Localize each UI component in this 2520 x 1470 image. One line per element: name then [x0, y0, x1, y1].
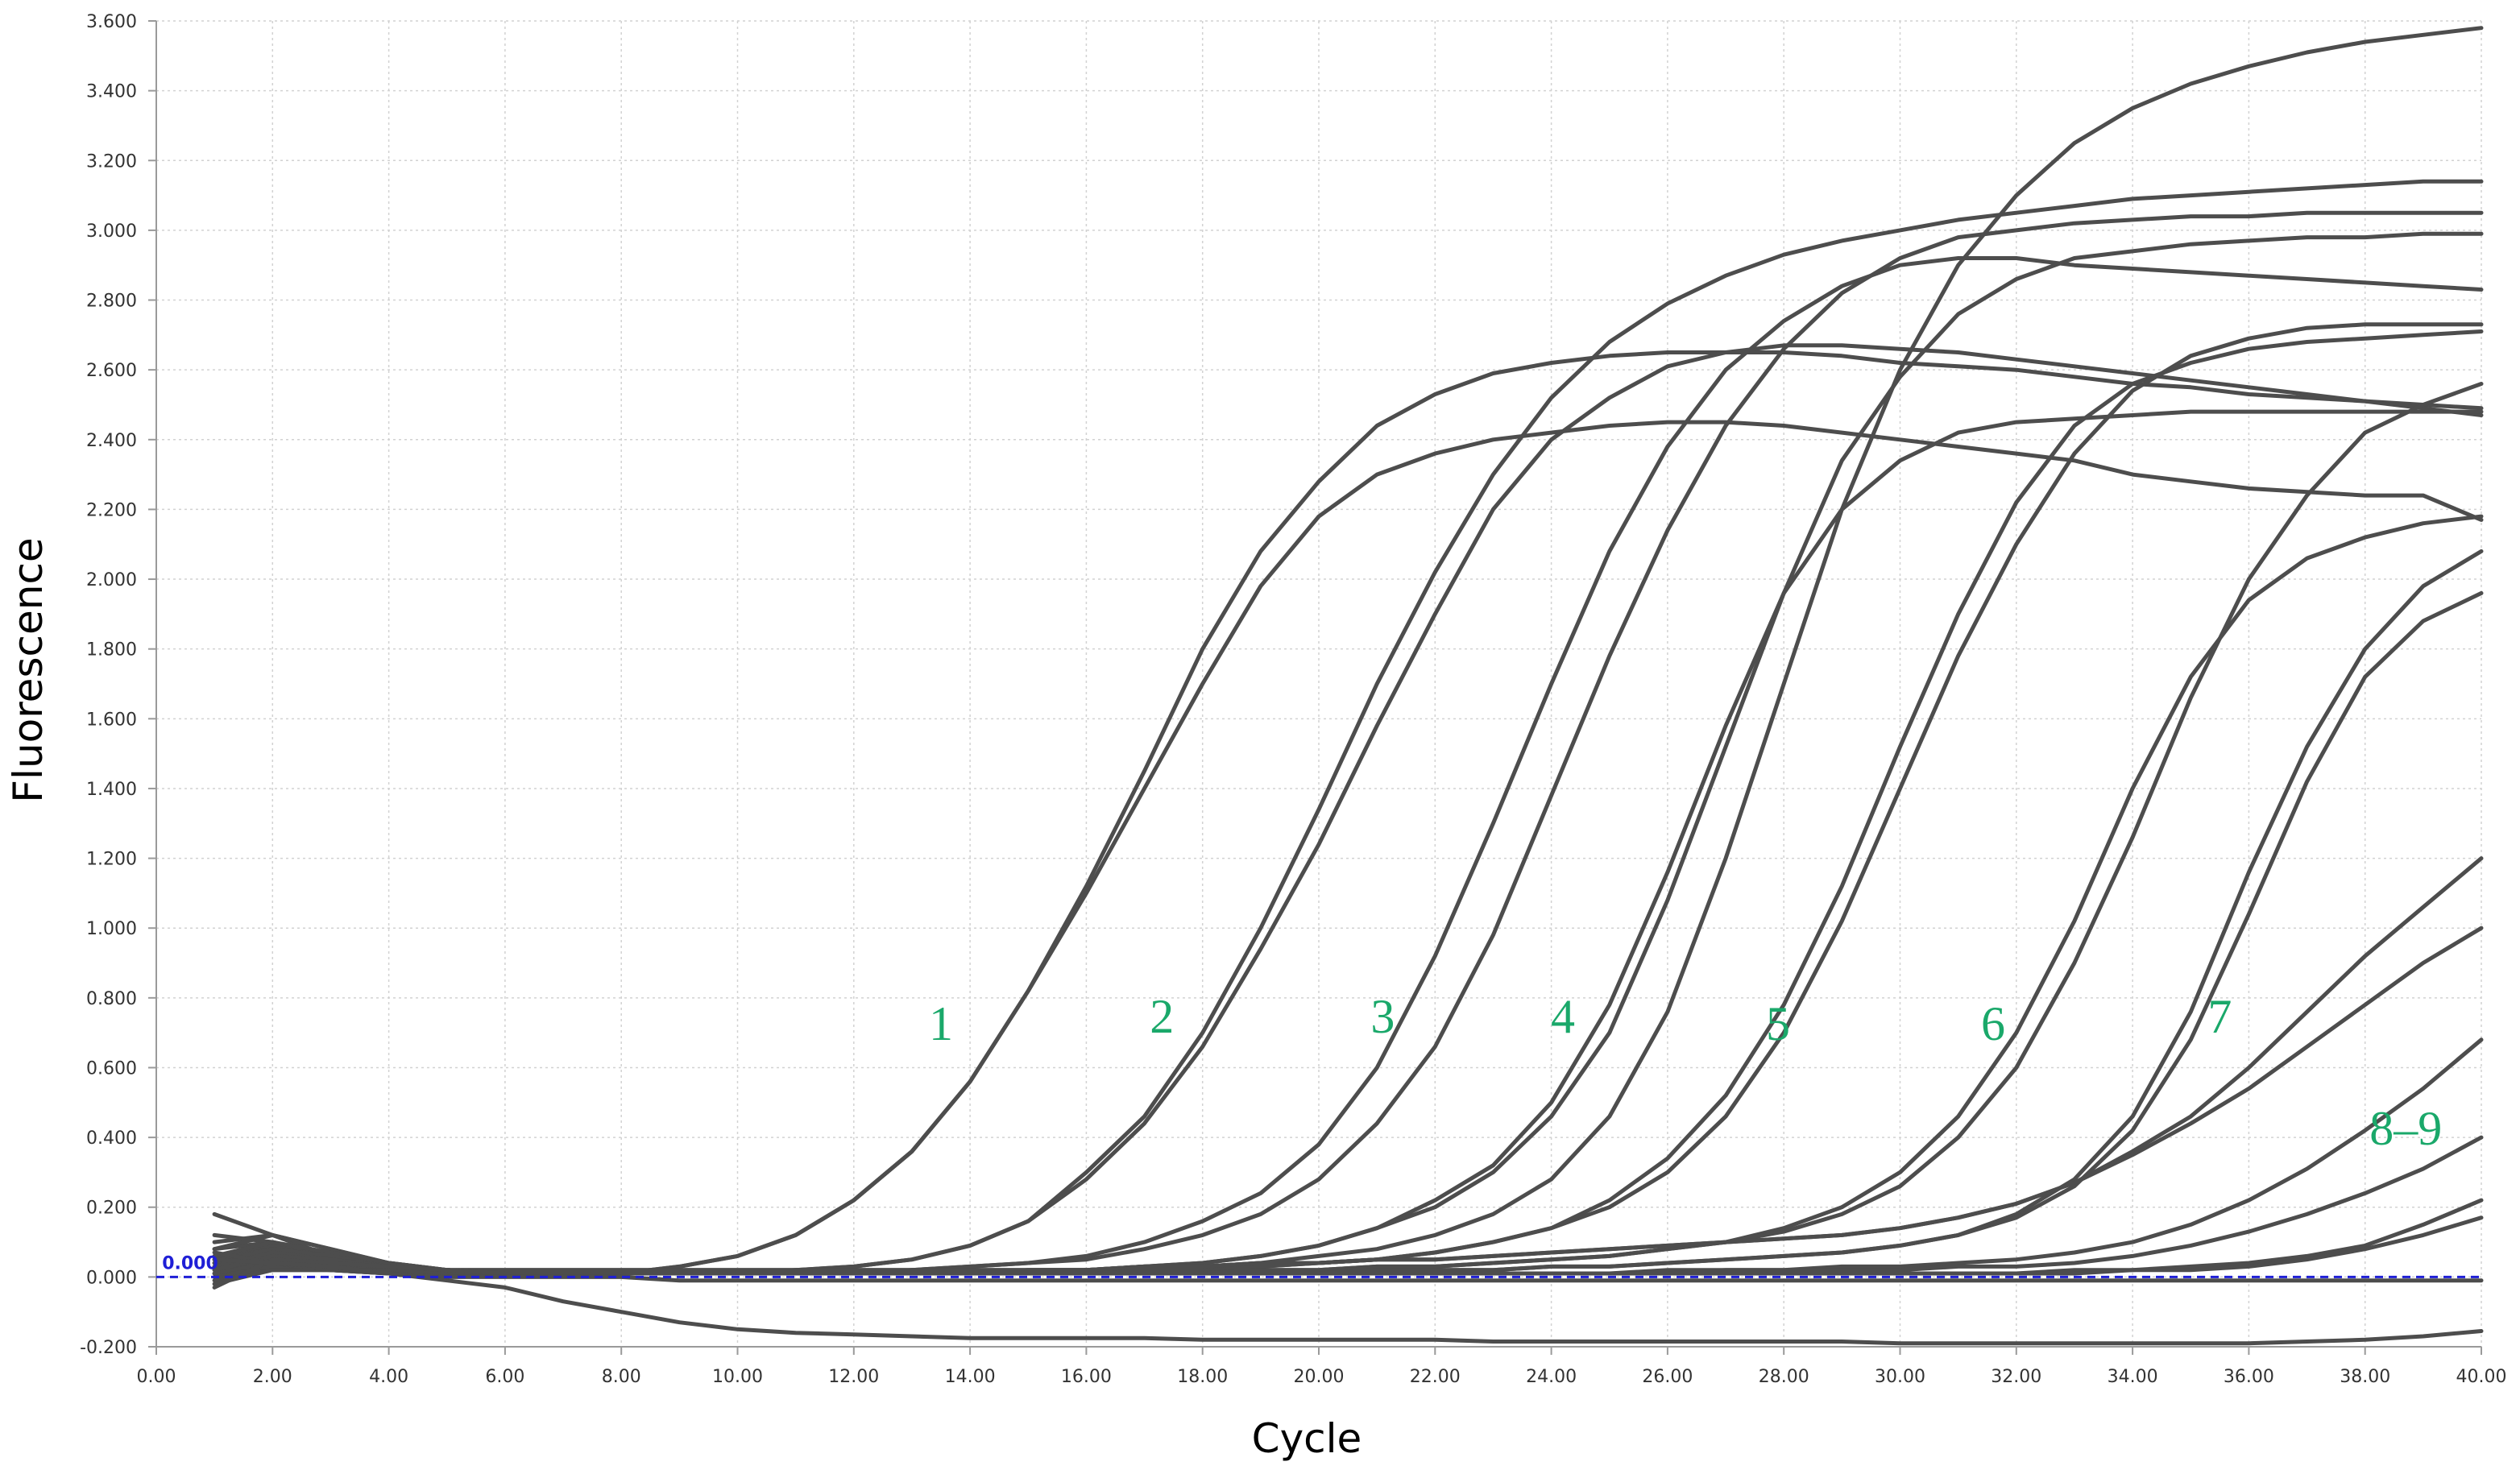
y-tick-label: 0.000 — [86, 1268, 137, 1288]
y-tick-label: 1.400 — [86, 780, 137, 800]
y-tick-label: 3.600 — [86, 12, 137, 32]
annotation-label: 1 — [929, 997, 953, 1050]
y-tick-label: 2.600 — [86, 361, 137, 381]
annotation-label: 3 — [1370, 990, 1395, 1043]
x-tick-label: 30.00 — [1875, 1367, 1925, 1387]
annotation-label: 7 — [2207, 990, 2232, 1043]
y-tick-label: -0.200 — [80, 1338, 137, 1358]
y-tick-label: 3.200 — [86, 151, 137, 172]
y-tick-label: 3.000 — [86, 222, 137, 242]
y-tick-label: 0.600 — [86, 1058, 137, 1079]
series-line-8b — [212, 925, 2484, 1273]
x-tick-label: 34.00 — [2108, 1367, 2158, 1387]
y-tick-label: 1.600 — [86, 710, 137, 730]
x-tick-label: 0.00 — [137, 1367, 176, 1387]
x-tick-label: 18.00 — [1177, 1367, 1228, 1387]
x-tick-label: 22.00 — [1410, 1367, 1461, 1387]
x-tick-label: 2.00 — [253, 1367, 292, 1387]
y-tick-label: 2.400 — [86, 431, 137, 451]
x-tick-label: 16.00 — [1061, 1367, 1112, 1387]
axes: 0.00 2.00 4.00 6.00 8.00 10.00 12.00 14.00 16.00… — [80, 12, 2506, 1387]
y-tick-label: 0.400 — [86, 1128, 137, 1149]
annotation-label: 8–9 — [2369, 1102, 2442, 1155]
y-tick-label: 3.400 — [86, 82, 137, 102]
x-tick-label: 36.00 — [2224, 1367, 2274, 1387]
x-tick-label: 40.00 — [2456, 1367, 2507, 1387]
y-tick-label: 0.800 — [86, 989, 137, 1009]
annotations-group: 1 2 3 4 5 6 7 8–9 — [929, 990, 2442, 1155]
y-tick-label: 1.000 — [86, 919, 137, 939]
annotation-label: 4 — [1551, 990, 1575, 1043]
x-tick-label: 12.00 — [828, 1367, 879, 1387]
series-group — [212, 26, 2484, 1346]
x-tick-label: 32.00 — [1991, 1367, 2041, 1387]
y-tick-label: 2.000 — [86, 570, 137, 590]
x-tick-label: 10.00 — [712, 1367, 763, 1387]
threshold-label: 0.000 — [162, 1253, 218, 1273]
series-line-negative — [212, 1257, 2484, 1346]
y-tick-label: 2.800 — [86, 292, 137, 312]
x-tick-label: 24.00 — [1526, 1367, 1577, 1387]
y-tick-label: 1.800 — [86, 640, 137, 660]
x-tick-label: 6.00 — [485, 1367, 524, 1387]
x-tick-label: 28.00 — [1759, 1367, 1809, 1387]
annotation-label: 5 — [1766, 997, 1790, 1050]
x-tick-label: 38.00 — [2340, 1367, 2390, 1387]
y-axis-title: Fluorescence — [5, 537, 52, 802]
series-line-9d — [212, 1215, 2484, 1290]
y-tick-label: 0.200 — [86, 1199, 137, 1219]
threshold-group: 0.000 — [156, 1253, 2481, 1278]
x-tick-label: 4.00 — [369, 1367, 408, 1387]
x-tick-label: 20.00 — [1294, 1367, 1345, 1387]
x-tick-label: 26.00 — [1642, 1367, 1693, 1387]
series-line-flat — [212, 1250, 2484, 1283]
annotation-label: 6 — [1981, 997, 2005, 1050]
y-tick-label: 2.200 — [86, 500, 137, 520]
annotation-label: 2 — [1150, 990, 1174, 1043]
x-axis-title: Cycle — [1252, 1415, 1362, 1462]
y-tick-label: 1.200 — [86, 850, 137, 870]
x-tick-label: 14.00 — [945, 1367, 996, 1387]
x-tick-label: 8.00 — [602, 1367, 641, 1387]
